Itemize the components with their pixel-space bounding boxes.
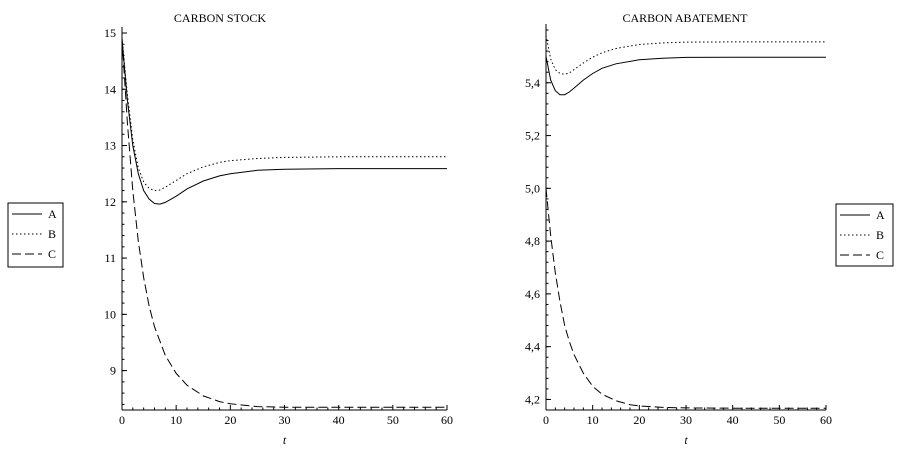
y-tick-label: 5,0 — [525, 181, 540, 195]
x-tick-label: 40 — [333, 413, 345, 427]
y-tick-label: 15 — [104, 26, 116, 40]
x-tick-label: 30 — [680, 413, 692, 427]
y-tick-label: 4,8 — [525, 234, 540, 248]
y-tick-label: 4,4 — [525, 340, 540, 354]
series-line-c — [121, 38, 447, 408]
series-line-a — [121, 38, 447, 205]
x-tick-label: 60 — [441, 413, 453, 427]
series-line-c — [545, 188, 826, 409]
x-tick-label: 30 — [279, 413, 291, 427]
legend-label-a: A — [876, 208, 885, 222]
legend-label-b: B — [876, 228, 884, 242]
chart-title: CARBON ABATEMENT — [622, 11, 748, 25]
x-tick-label: 10 — [587, 413, 599, 427]
x-tick-label: 40 — [727, 413, 739, 427]
series-line-b — [545, 35, 826, 75]
y-tick-label: 12 — [104, 195, 116, 209]
x-axis-label: t — [684, 433, 688, 447]
y-tick-label: 4,2 — [525, 392, 540, 406]
legend-label-a: A — [48, 207, 57, 221]
y-tick-label: 5,4 — [525, 76, 540, 90]
y-tick-label: 11 — [104, 251, 116, 265]
y-tick-label: 4,6 — [525, 287, 540, 301]
x-axis-label: t — [283, 433, 287, 447]
chart-title: CARBON STOCK — [174, 11, 266, 25]
y-tick-label: 14 — [104, 82, 116, 96]
y-tick-label: 5,2 — [525, 129, 540, 143]
x-tick-label: 20 — [633, 413, 645, 427]
y-tick-label: 13 — [104, 139, 116, 153]
legend: ABC — [835, 203, 894, 267]
y-tick-label: 10 — [104, 307, 116, 321]
legend-label-b: B — [48, 227, 56, 241]
legend-label-c: C — [48, 247, 56, 261]
x-tick-label: 20 — [224, 413, 236, 427]
series-line-a — [545, 56, 826, 96]
x-tick-label: 10 — [170, 413, 182, 427]
legend-label-c: C — [876, 248, 884, 262]
series-line-b — [121, 38, 447, 192]
legend: ABC — [7, 202, 64, 268]
carbon-stock-chart: CARBON STOCK 0 10 20 30 40 50 60 9 10 11 12 13 14 15 t A… — [7, 11, 453, 447]
y-tick-label: 9 — [110, 364, 116, 378]
x-tick-label: 60 — [820, 413, 832, 427]
x-tick-label: 50 — [387, 413, 399, 427]
x-tick-label: 0 — [543, 413, 549, 427]
x-tick-label: 0 — [119, 413, 125, 427]
carbon-abatement-chart: CARBON ABATEMENT 0 10 20 30 40 50 60 4,2 4,4 4,6 4,… — [525, 11, 894, 447]
x-tick-label: 50 — [773, 413, 785, 427]
